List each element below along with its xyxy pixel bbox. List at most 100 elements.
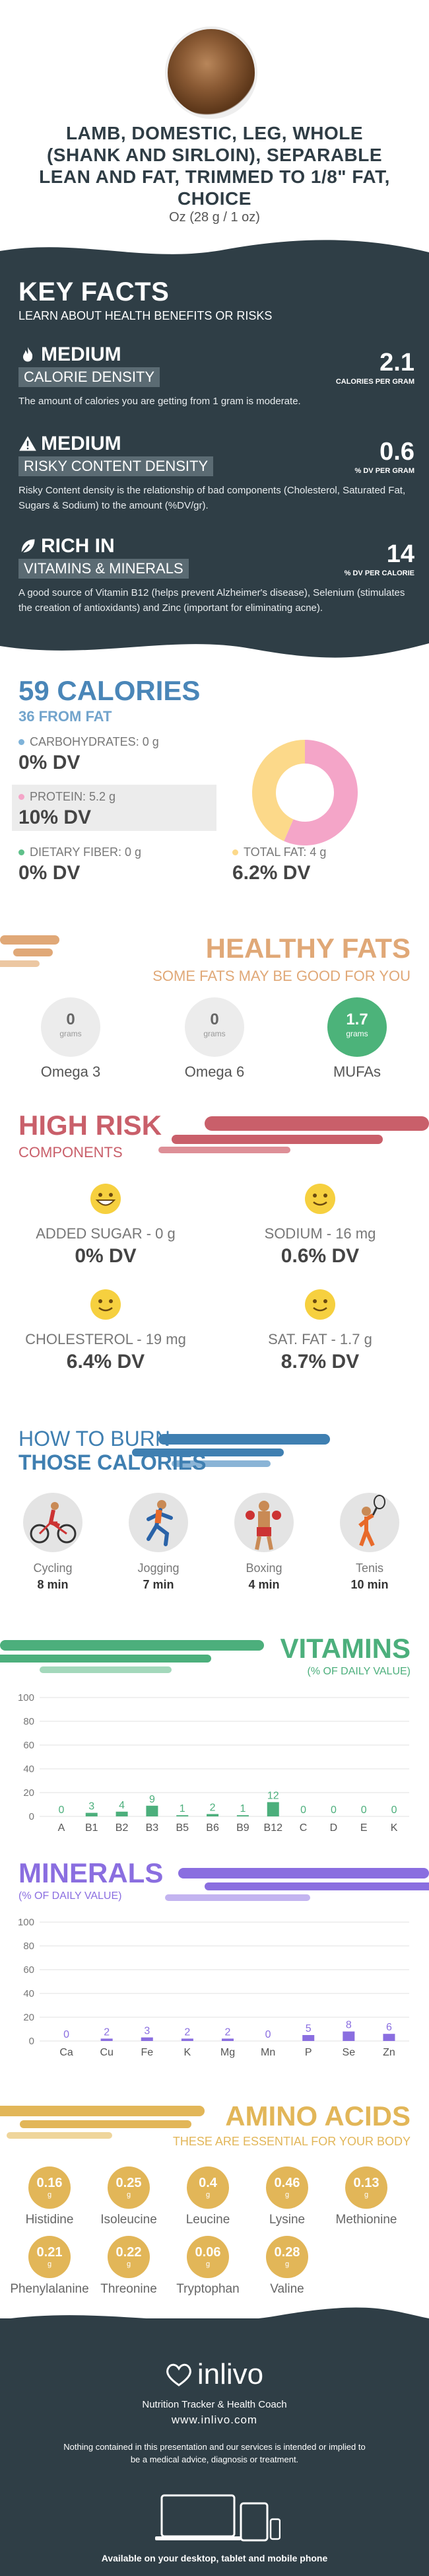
amino-acid-unit: g xyxy=(126,2191,131,2199)
risk-value: 0.6% DV xyxy=(280,1245,360,1267)
high-risk-subtitle: COMPONENTS xyxy=(18,1144,123,1161)
fat-name: Omega 6 xyxy=(184,1063,245,1080)
jogging-icon xyxy=(147,1500,173,1546)
footer-tagline: Nutrition Tracker & Health Coach xyxy=(142,2399,287,2410)
cycling-icon xyxy=(30,1502,77,1544)
bar-value-label: 6 xyxy=(386,2022,392,2033)
x-tick-label: K xyxy=(391,1822,398,1834)
burn-section: HOW TO BURN THOSE CALORIES Cycling 8 min xyxy=(0,1407,429,1625)
fat-dot xyxy=(232,849,238,855)
inlivo-logo[interactable]: inlivo xyxy=(0,2358,429,2391)
bar-value-label: 0 xyxy=(391,1805,397,1816)
amino-acid-item: 0.28 g Valine xyxy=(248,2236,327,2297)
fact-value: 2.1 xyxy=(380,349,414,376)
devices-icon xyxy=(155,2494,280,2542)
omega6-bubble: 0 grams xyxy=(185,997,244,1057)
calories-subtitle: 36 FROM FAT xyxy=(18,708,112,725)
y-tick-label: 60 xyxy=(23,1964,34,1976)
key-facts-title: KEY FACTS xyxy=(18,277,170,306)
fact-level: MEDIUM xyxy=(41,343,121,365)
amino-acid-value: 0.16 xyxy=(36,2176,63,2190)
amino-acid-bubble: 0.13 g xyxy=(345,2166,387,2209)
bar-value-label: 3 xyxy=(144,2026,150,2037)
x-tick-label: Mg xyxy=(220,2047,235,2058)
smiling-face-icon xyxy=(90,1289,121,1320)
minerals-decoration xyxy=(165,1868,429,1901)
y-tick-label: 0 xyxy=(29,1811,34,1822)
calories-section: 59 CALORIES 36 FROM FAT CARBOHYDRATES: 0… xyxy=(0,661,429,918)
bar-cu xyxy=(100,2038,113,2041)
healthy-fats-subtitle: SOME FATS MAY BE GOOD FOR YOU xyxy=(152,968,411,984)
risk-value: 0% DV xyxy=(75,1245,137,1267)
nutrient-value: 0% DV xyxy=(18,752,81,773)
amino-acid-value: 0.21 xyxy=(36,2245,63,2260)
amino-acid-item: 0.06 g Tryptophan xyxy=(168,2236,248,2297)
risk-label: ADDED SUGAR - 0 g xyxy=(36,1225,176,1242)
nutrient-fiber: DIETARY FIBER: 0 g 0% DV xyxy=(18,840,216,886)
amino-acid-item: 0.25 g Isoleucine xyxy=(89,2166,168,2227)
header-wave xyxy=(0,240,429,264)
amino-acid-value: 0.06 xyxy=(195,2245,221,2260)
y-tick-label: 80 xyxy=(23,1941,34,1952)
minerals-subtitle: (% OF DAILY VALUE) xyxy=(18,1890,122,1902)
footer-available: Available on your desktop, tablet and mo… xyxy=(101,2553,328,2563)
y-tick-label: 20 xyxy=(23,1787,34,1799)
x-tick-label: Mn xyxy=(261,2047,275,2058)
bar-value-label: 0 xyxy=(58,1805,64,1816)
nutrient-value: 10% DV xyxy=(18,806,92,828)
activity-tennis: Tenis 10 min xyxy=(323,1493,416,1592)
bar-p xyxy=(302,2035,315,2041)
tennis-icon xyxy=(358,1495,385,1547)
nutrient-carbohydrates: CARBOHYDRATES: 0 g 0% DV xyxy=(18,730,216,776)
x-tick-label: C xyxy=(300,1822,308,1834)
key-facts-wave xyxy=(0,643,429,661)
fat-unit: grams xyxy=(59,1029,82,1038)
footer-site-link[interactable]: www.inlivo.com xyxy=(171,2414,258,2426)
mufas-bubble: 1.7 grams xyxy=(327,997,387,1057)
amino-acid-value: 0.28 xyxy=(274,2245,300,2260)
activity-name: Tenis xyxy=(355,1561,384,1575)
vitamins-decoration xyxy=(0,1640,264,1673)
flame-icon xyxy=(23,347,33,362)
x-tick-label: Zn xyxy=(383,2047,395,2058)
fact-value: 14 xyxy=(386,540,414,568)
x-tick-label: Cu xyxy=(100,2047,113,2058)
risk-label: SODIUM - 16 mg xyxy=(264,1225,376,1242)
minerals-bar-chart: 100 80 60 40 20 0 0 Ca 2 Cu 3 Fe 2 K 2 Mg 0 Mn 5 P 8 Se 6 Zn xyxy=(18,1917,409,2058)
boxing-icon xyxy=(246,1501,281,1550)
nutrient-label: CARBOHYDRATES: 0 g xyxy=(30,735,159,748)
x-tick-label: B9 xyxy=(236,1822,249,1834)
x-tick-label: B1 xyxy=(85,1822,98,1834)
fat-name: MUFAs xyxy=(333,1063,381,1080)
fact-description: Risky Content density is the relationshi… xyxy=(18,485,406,511)
nutrient-value: 6.2% DV xyxy=(232,862,311,884)
bar-value-label: 5 xyxy=(306,2023,312,2034)
bar-mg xyxy=(222,2038,234,2041)
minerals-section: MINERALS (% OF DAILY VALUE) 100 80 60 40 20 0… xyxy=(0,1849,429,2087)
y-tick-label: 40 xyxy=(23,1764,34,1775)
smiling-face-icon xyxy=(305,1184,335,1214)
key-facts-section: KEY FACTS LEARN ABOUT HEALTH BENEFITS OR… xyxy=(0,264,429,661)
fact-unit: CALORIES PER GRAM xyxy=(335,378,414,386)
amino-acid-item: 0.16 g Histidine xyxy=(10,2166,89,2227)
donut-slice-protein xyxy=(284,740,358,845)
minerals-title: MINERALS xyxy=(18,1857,164,1888)
bar-value-label: 3 xyxy=(88,1801,94,1812)
amino-acid-item: 0.22 g Threonine xyxy=(89,2236,168,2297)
bar-b12 xyxy=(267,1802,279,1816)
footer: inlivo Nutrition Tracker & Health Coach … xyxy=(0,2307,429,2576)
bar-value-label: 0 xyxy=(361,1805,367,1816)
fact-description: A good source of Vitamin B12 (helps prev… xyxy=(18,587,405,614)
healthy-fats-title: HEALTHY FATS xyxy=(205,933,411,964)
fact-tag: CALORIE DENSITY xyxy=(18,367,160,387)
amino-acid-bubble: 0.21 g xyxy=(28,2236,71,2278)
amino-acid-name: Lysine xyxy=(269,2213,306,2227)
amino-acid-unit: g xyxy=(205,2260,211,2268)
leaf-icon xyxy=(20,539,35,554)
bar-value-label: 2 xyxy=(104,2026,110,2038)
amino-acid-value: 0.25 xyxy=(116,2176,142,2190)
serving-size: Oz (28 g / 1 oz) xyxy=(169,210,260,225)
activity-name: Jogging xyxy=(137,1561,180,1575)
amino-acid-unit: g xyxy=(364,2191,369,2199)
key-facts-subtitle: LEARN ABOUT HEALTH BENEFITS OR RISKS xyxy=(18,309,273,322)
